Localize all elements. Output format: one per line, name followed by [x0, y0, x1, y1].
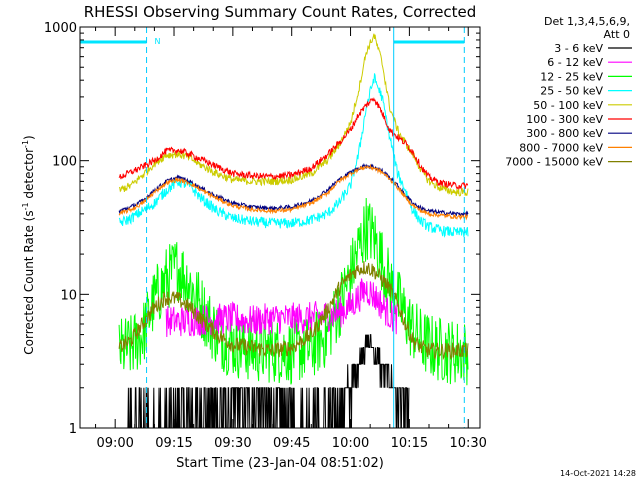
legend-header-line2: Att 0 [604, 28, 630, 41]
footer-timestamp: 14-Oct-2021 14:28 [560, 469, 636, 478]
x-axis-label: Start Time (23-Jan-04 08:51:02) [176, 456, 384, 471]
x-tick-label: 10:15 [391, 436, 428, 451]
x-tick-label: 09:15 [155, 436, 192, 451]
legend-header-line1: Det 1,3,4,5,6,9, [544, 15, 630, 28]
legend-label-2: 12 - 25 keV [540, 70, 603, 83]
axes: 1000 100 10 1 09:00 09:15 09:30 09:45 10:00 10:15… [44, 21, 487, 451]
legend-label-5: 100 - 300 keV [526, 113, 603, 126]
series-line-2 [118, 197, 469, 386]
series-line-4 [119, 33, 469, 197]
legend-label-3: 25 - 50 keV [540, 85, 603, 98]
y-axis-label: Corrected Count Rate (s-1 detector-1) [21, 135, 36, 354]
legend-label-1: 6 - 12 keV [547, 56, 603, 69]
series-line-7 [118, 163, 469, 221]
legend-label-0: 3 - 6 keV [554, 42, 603, 55]
y-tick-label: 100 [52, 155, 77, 170]
legend-label-7: 800 - 7000 keV [519, 141, 603, 154]
y-tick-label: 1 [69, 422, 77, 437]
x-tick-label: 10:00 [332, 436, 369, 451]
chart-title: RHESSI Observing Summary Count Rates, Co… [84, 3, 477, 21]
legend-label-4: 50 - 100 keV [533, 99, 603, 112]
x-tick-label: 09:30 [214, 436, 251, 451]
series-line-8 [118, 261, 469, 361]
x-tick-label: 09:45 [273, 436, 310, 451]
series-line-5 [118, 97, 469, 191]
y-tick-label: 10 [60, 288, 77, 303]
x-tick-label: 10:30 [449, 436, 486, 451]
x-tick-label: 09:00 [96, 436, 133, 451]
legend-label-6: 300 - 800 keV [526, 127, 603, 140]
axis-frame [79, 26, 481, 429]
flag-label: N [155, 37, 161, 46]
legend-label-8: 7000 - 15000 keV [505, 156, 603, 169]
y-tick-label: 1000 [44, 21, 77, 36]
